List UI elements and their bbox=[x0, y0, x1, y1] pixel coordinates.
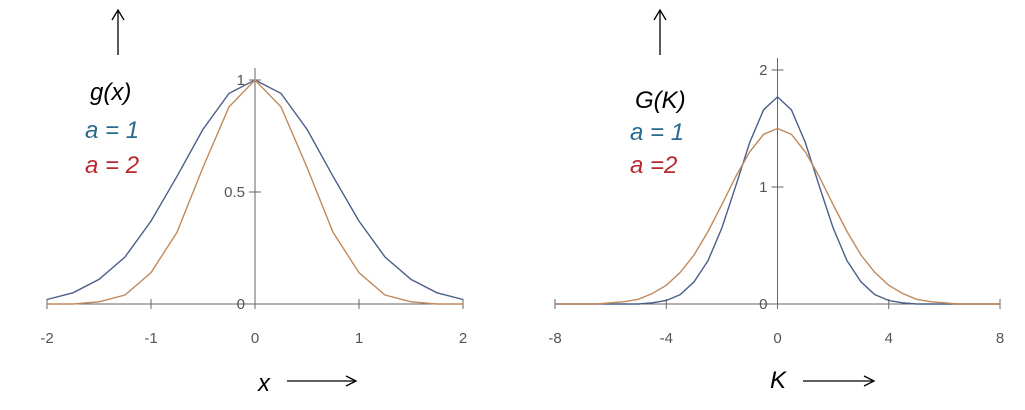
legend-entry: a = 1 bbox=[630, 119, 684, 146]
arrows bbox=[111, 8, 876, 387]
up-arrow-head bbox=[111, 8, 125, 21]
x-tick-label: 1 bbox=[355, 330, 363, 347]
y-tick-label: 1 bbox=[759, 179, 767, 196]
y-tick-label: 0.5 bbox=[224, 184, 245, 201]
x-tick-label: 8 bbox=[996, 330, 1004, 347]
x-label: K bbox=[770, 367, 787, 394]
x-tick-label: -4 bbox=[660, 330, 673, 347]
curve bbox=[555, 127, 1000, 305]
x-tick-label: 0 bbox=[773, 330, 781, 347]
x-label: x bbox=[257, 370, 271, 397]
x-tick-label: -8 bbox=[548, 330, 561, 347]
legend-entry: a = 2 bbox=[85, 152, 139, 179]
y-tick-label: 0 bbox=[759, 296, 767, 313]
up-arrow-head bbox=[653, 8, 667, 21]
y-tick-label: 1 bbox=[237, 72, 245, 89]
x-tick-label: 4 bbox=[885, 330, 893, 347]
y-label: G(K) bbox=[635, 87, 686, 114]
y-tick-label: 0 bbox=[237, 296, 245, 313]
right-arrow-head bbox=[863, 375, 876, 387]
legend-entry: a =2 bbox=[630, 152, 677, 179]
x-tick-label: 2 bbox=[459, 330, 467, 347]
right-arrow-head bbox=[345, 375, 358, 387]
x-tick-label: -2 bbox=[40, 330, 53, 347]
curve bbox=[555, 95, 1000, 305]
y-label: g(x) bbox=[90, 79, 131, 106]
y-tick-label: 2 bbox=[759, 62, 767, 79]
x-tick-label: -1 bbox=[144, 330, 157, 347]
x-tick-label: 0 bbox=[251, 330, 259, 347]
curve bbox=[47, 78, 463, 305]
legend-entry: a = 1 bbox=[85, 117, 139, 144]
